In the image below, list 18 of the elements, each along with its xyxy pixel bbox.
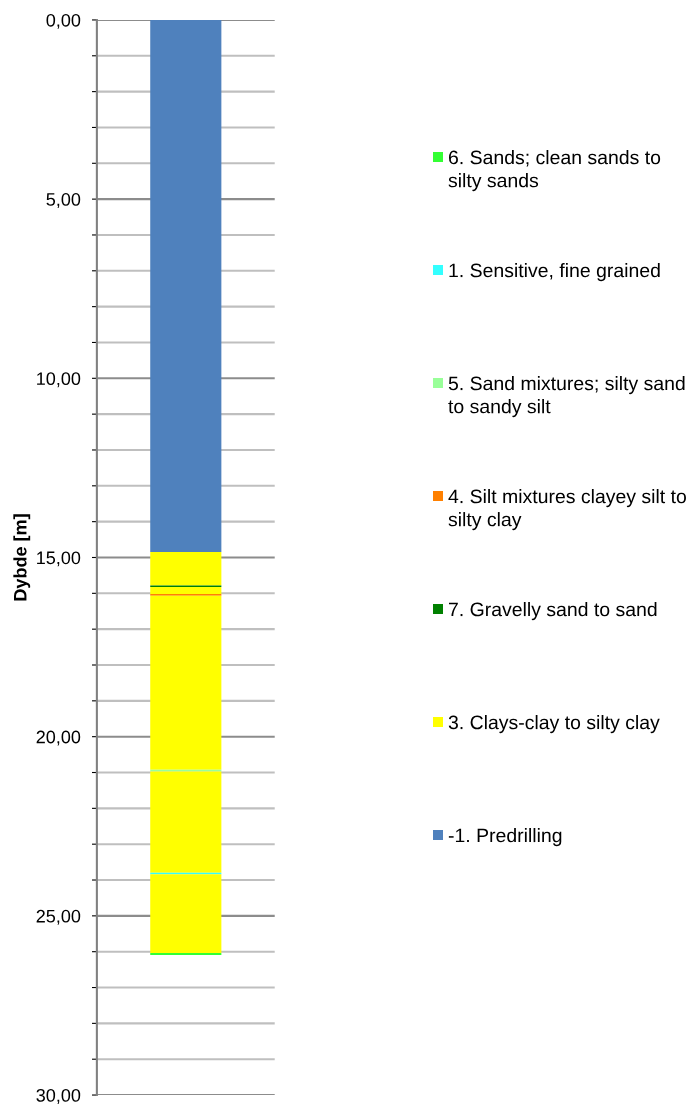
y-tick-label: 30,00 xyxy=(36,1088,81,1104)
legend-label: 7. Gravelly sand to sand xyxy=(449,602,657,621)
legend-label: -1. Predrilling xyxy=(448,828,562,847)
legend-label: 4. Silt mixtures clayey silt to silty clay xyxy=(448,489,686,531)
y-tick-label: 0,00 xyxy=(46,13,81,29)
y-tick-label: 25,00 xyxy=(36,909,81,925)
legend-label: 1. Sensitive, fine grained xyxy=(449,263,660,282)
y-tick-label: 20,00 xyxy=(36,730,81,746)
y-tick-label: 5,00 xyxy=(46,193,81,208)
y-tick-label: 10,00 xyxy=(37,372,81,388)
bar xyxy=(150,19,222,553)
legend-label: 5. Sand mixtures; silty sand to sandy silt xyxy=(448,376,685,418)
y-axis-title: Dybde [m] xyxy=(13,514,31,601)
bar xyxy=(150,586,222,595)
bar xyxy=(150,552,222,586)
y-tick-label: 15,00 xyxy=(37,551,81,567)
legend-label: 6. Sands; clean sands to silty sands xyxy=(448,150,661,192)
legend-label: 3. Clays-clay to silty clay xyxy=(448,715,660,734)
